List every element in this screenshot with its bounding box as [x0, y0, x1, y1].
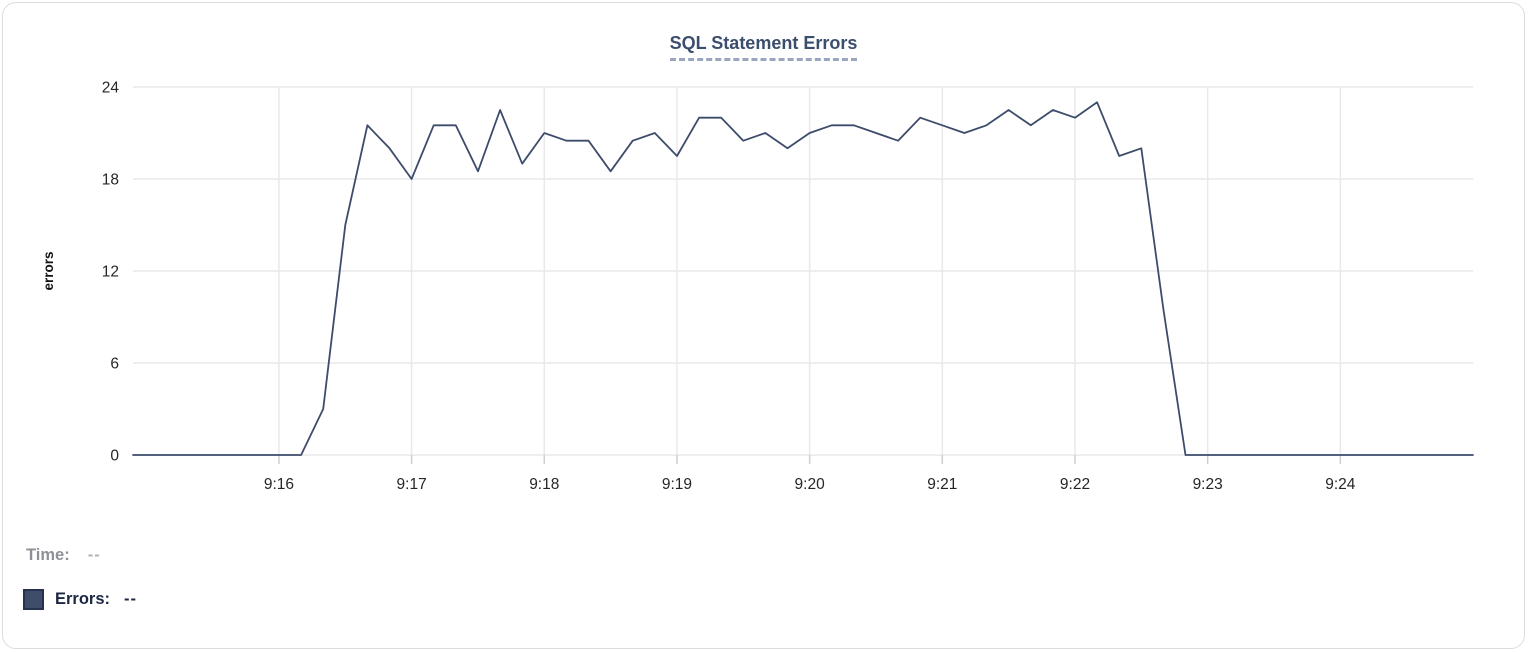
- x-tick-label: 9:24: [1325, 476, 1356, 493]
- x-tick-label: 9:19: [662, 476, 692, 493]
- time-value: --: [87, 546, 101, 564]
- y-tick-label: 18: [102, 172, 119, 189]
- errors-series-line: [132, 101, 1474, 456]
- y-tick-label: 0: [110, 448, 119, 465]
- errors-value: --: [124, 590, 138, 608]
- y-tick-label: 6: [110, 356, 119, 373]
- x-tick-label: 9:20: [795, 476, 826, 493]
- errors-chart-plot[interactable]: 0 6 12 18 24 9:16 9:17 9:18 9:19 9:20 9:21 9:22 9:23…: [3, 3, 1525, 513]
- hover-errors-readout: Errors: --: [23, 589, 137, 610]
- chart-title-row: SQL Statement Errors: [3, 33, 1524, 61]
- hover-time-readout: Time: --: [26, 546, 101, 565]
- x-tick-label: 9:22: [1060, 476, 1090, 493]
- errors-series-swatch: [23, 589, 44, 610]
- x-tick-label: 9:21: [927, 476, 957, 493]
- errors-label: Errors:: [55, 590, 111, 608]
- y-tick-label: 12: [102, 264, 119, 281]
- chart-title[interactable]: SQL Statement Errors: [669, 33, 858, 61]
- x-tick-label: 9:23: [1193, 476, 1223, 493]
- y-tick-label: 24: [102, 80, 120, 97]
- x-tick-label: 9:16: [264, 476, 294, 493]
- y-axis-title: errors: [41, 251, 56, 290]
- x-tick-label: 9:18: [529, 476, 559, 493]
- x-tick-label: 9:17: [397, 476, 427, 493]
- time-label: Time:: [26, 546, 70, 564]
